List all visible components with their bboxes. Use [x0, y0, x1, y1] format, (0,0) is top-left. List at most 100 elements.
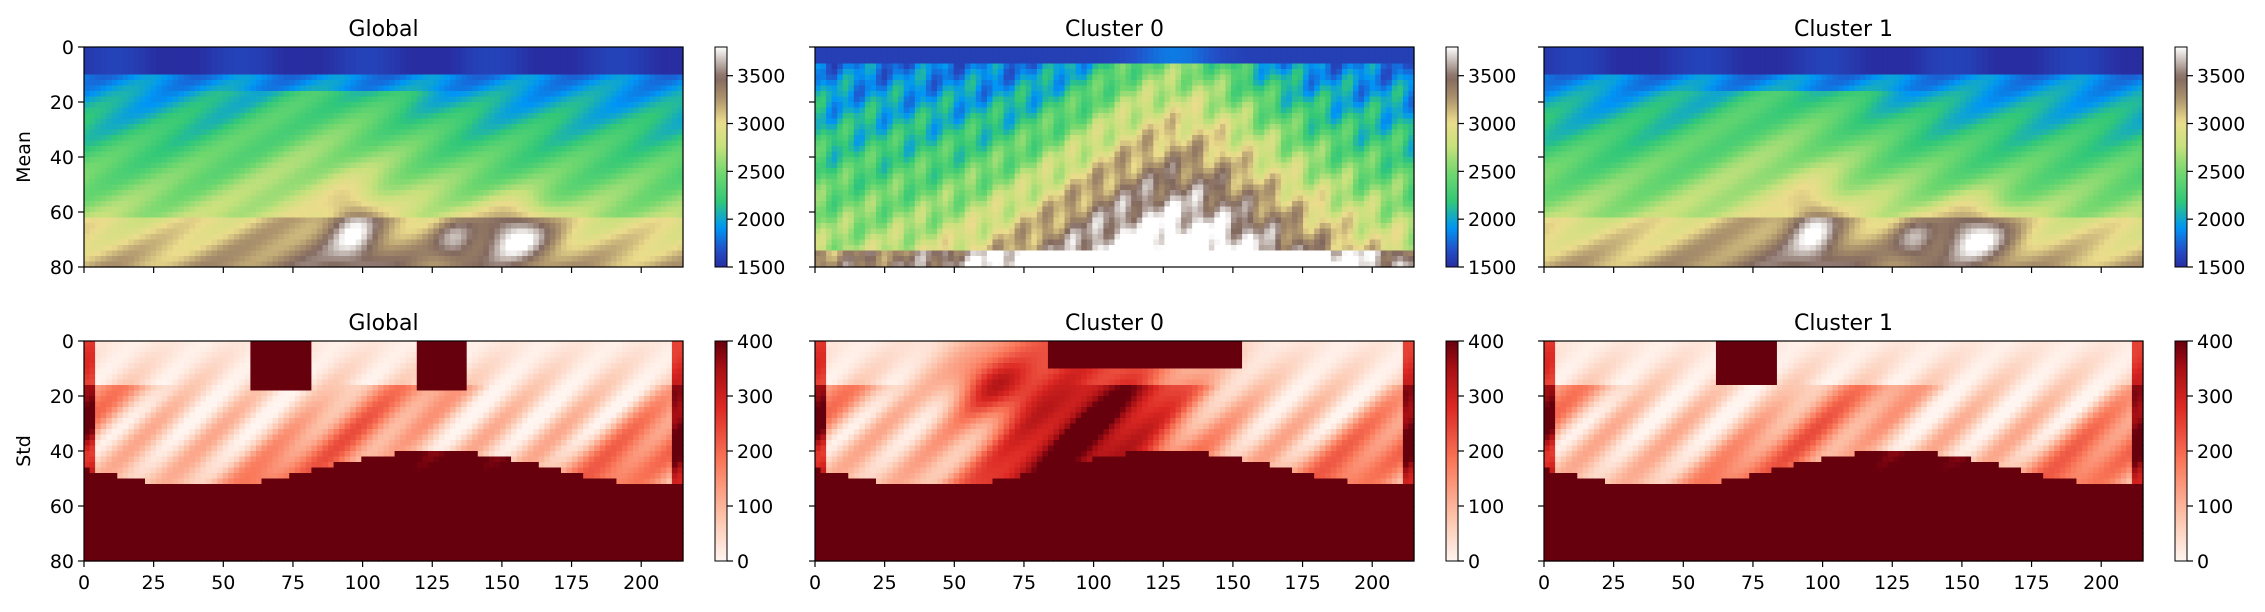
heatmap-cell [173, 207, 179, 213]
heatmap-cell [389, 91, 395, 97]
heatmap-cell [644, 58, 650, 64]
heatmap-cell [1353, 53, 1359, 59]
heatmap-cell [650, 256, 656, 262]
heatmap-cell [506, 141, 512, 147]
heatmap-cell [256, 130, 262, 136]
heatmap-cell [162, 163, 168, 169]
heatmap-cell [522, 146, 528, 152]
heatmap-cell [450, 245, 456, 251]
heatmap-cell [245, 108, 251, 114]
heatmap-cell [217, 185, 223, 191]
heatmap-cell [628, 234, 634, 240]
heatmap-cell [178, 218, 184, 224]
heatmap-cell [533, 152, 539, 158]
heatmap-cell [1253, 47, 1259, 53]
heatmap-cell [151, 113, 157, 119]
heatmap-cell [578, 229, 584, 235]
heatmap-cell [1253, 69, 1259, 75]
heatmap-cell [345, 108, 351, 114]
heatmap-cell [317, 157, 323, 163]
heatmap-cell [915, 53, 921, 59]
heatmap-cell [239, 245, 245, 251]
heatmap-cell [567, 113, 573, 119]
heatmap-cell [655, 86, 661, 92]
heatmap-cell [1220, 47, 1226, 53]
heatmap-cell [589, 53, 595, 59]
heatmap-cell [1214, 75, 1220, 81]
heatmap-cell [472, 179, 478, 185]
heatmap-cell [395, 168, 401, 174]
heatmap-cell [167, 190, 173, 196]
heatmap-cell [350, 113, 356, 119]
heatmap-cell [622, 69, 628, 75]
heatmap-cell [666, 256, 672, 262]
heatmap-cell [101, 218, 107, 224]
heatmap-cell [406, 108, 412, 114]
heatmap-cell [428, 174, 434, 180]
heatmap-cell [594, 223, 600, 229]
heatmap-cell [90, 47, 96, 53]
heatmap-cell [223, 229, 229, 235]
heatmap-cell [644, 218, 650, 224]
heatmap-cell [1336, 58, 1342, 64]
heatmap-cell [217, 245, 223, 251]
heatmap-cell [317, 201, 323, 207]
heatmap-cell [500, 218, 506, 224]
heatmap-cell [517, 69, 523, 75]
heatmap-cell [433, 141, 439, 147]
heatmap-cell [445, 86, 451, 92]
heatmap-cell [167, 47, 173, 53]
heatmap-cell [345, 47, 351, 53]
heatmap-cell [101, 185, 107, 191]
heatmap-cell [367, 179, 373, 185]
heatmap-cell [622, 185, 628, 191]
heatmap-cell [228, 86, 234, 92]
heatmap-cell [145, 201, 151, 207]
heatmap-cell [206, 256, 212, 262]
heatmap-cell [433, 119, 439, 125]
heatmap-cell [134, 240, 140, 246]
heatmap-cell [117, 108, 123, 114]
heatmap-cell [167, 218, 173, 224]
heatmap-cell [389, 130, 395, 136]
heatmap-cell [511, 91, 517, 97]
heatmap-cell [467, 108, 473, 114]
heatmap-cell [167, 256, 173, 262]
heatmap-cell [167, 201, 173, 207]
heatmap-cell [123, 234, 129, 240]
heatmap-cell [611, 245, 617, 251]
heatmap-cell [156, 102, 162, 108]
heatmap-cell [273, 185, 279, 191]
heatmap-cell [284, 168, 290, 174]
heatmap-cell [250, 64, 256, 70]
heatmap-cell [400, 245, 406, 251]
heatmap-cell [411, 47, 417, 53]
heatmap-cell [95, 152, 101, 158]
heatmap-cell [544, 53, 550, 59]
heatmap-cell [311, 58, 317, 64]
heatmap-cell [572, 201, 578, 207]
heatmap-cell [550, 256, 556, 262]
heatmap-cell [1098, 53, 1104, 59]
heatmap-cell [600, 201, 606, 207]
heatmap-cell [278, 80, 284, 86]
heatmap-cell [583, 185, 589, 191]
heatmap-cell [639, 190, 645, 196]
heatmap-cell [250, 141, 256, 147]
heatmap-cell [173, 53, 179, 59]
heatmap-cell [322, 97, 328, 103]
heatmap-cell [389, 64, 395, 70]
heatmap-cell [95, 97, 101, 103]
heatmap-cell [1176, 75, 1182, 81]
heatmap-cell [217, 223, 223, 229]
heatmap-cell [522, 124, 528, 130]
heatmap-cell [106, 80, 112, 86]
heatmap-cell [1248, 75, 1254, 81]
heatmap-cell [1053, 75, 1059, 81]
heatmap-cell [965, 47, 971, 53]
heatmap-cell [445, 185, 451, 191]
heatmap-cell [583, 229, 589, 235]
heatmap-cell [1386, 58, 1392, 64]
heatmap-cell [1403, 58, 1409, 64]
heatmap-cell [200, 64, 206, 70]
